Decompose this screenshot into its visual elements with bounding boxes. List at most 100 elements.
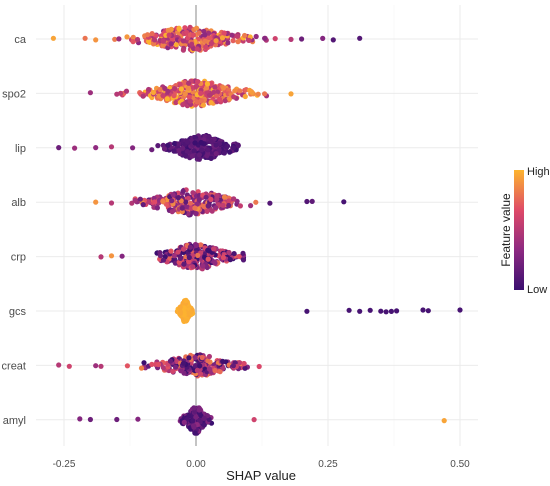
point-crp [186, 254, 192, 261]
point-gcs-outlier [346, 307, 352, 313]
point-spo2-outlier [288, 91, 294, 97]
point-lip [184, 139, 190, 145]
point-ca [229, 32, 235, 38]
point-lip [196, 152, 202, 158]
point-spo2 [173, 99, 179, 106]
point-amyl [192, 430, 198, 436]
point-ca [219, 35, 226, 41]
point-gcs [181, 305, 187, 311]
point-creat [206, 366, 212, 372]
point-spo2 [247, 87, 253, 93]
point-crp [157, 253, 164, 259]
point-ca [208, 40, 214, 47]
point-ca [168, 41, 174, 47]
point-ca [112, 36, 118, 42]
point-crp [168, 248, 174, 254]
point-lip [161, 146, 168, 152]
point-alb [185, 195, 191, 201]
point-alb [193, 211, 199, 217]
point-ca [194, 25, 200, 31]
point-alb [204, 208, 210, 214]
point-creat [141, 360, 147, 366]
point-ca [242, 32, 248, 39]
point-creat [173, 364, 179, 370]
x-axis-ticks: -0.25 0.00 0.25 0.50 [53, 459, 471, 470]
point-crp [205, 247, 211, 253]
point-gcs [188, 309, 194, 315]
legend-low-label: Low [527, 284, 547, 296]
point-spo2 [187, 98, 193, 104]
point-spo2 [180, 102, 186, 108]
point-lip [221, 150, 227, 156]
point-spo2 [164, 96, 170, 102]
point-spo2 [237, 88, 243, 94]
y-axis-labels: ca spo2 lip alb crp gcs creat amyl [2, 34, 27, 427]
y-label-amyl: amyl [3, 415, 26, 427]
point-lip [216, 147, 222, 153]
point-alb [208, 196, 214, 202]
point-ca-outlier [357, 35, 363, 41]
point-gcs-outlier [425, 308, 431, 314]
point-amyl [191, 405, 197, 411]
point-lip [191, 148, 197, 154]
point-creat [197, 371, 204, 377]
point-gcs [177, 304, 183, 310]
point-alb-outlier [341, 199, 347, 205]
point-alb [179, 205, 185, 211]
point-ca [184, 29, 190, 36]
point-spo2 [213, 93, 220, 99]
point-creat [167, 358, 173, 364]
point-amyl [181, 419, 187, 425]
y-label-ca: ca [14, 34, 27, 46]
point-alb [183, 199, 189, 205]
point-alb-outlier [309, 198, 315, 204]
point-alb [221, 194, 228, 200]
point-spo2 [242, 93, 248, 100]
point-ca-outlier [93, 37, 99, 43]
point-crp [195, 252, 201, 258]
point-ca [230, 38, 236, 44]
point-spo2-outlier [87, 90, 93, 96]
point-creat [197, 363, 203, 369]
point-spo2-outlier [262, 91, 268, 97]
point-creat [160, 365, 166, 371]
point-gcs-outlier [383, 309, 389, 315]
point-amyl [201, 422, 207, 428]
point-lip [235, 143, 241, 149]
point-alb [152, 199, 158, 205]
point-ca [196, 30, 202, 36]
point-amyl-outlier [114, 416, 120, 423]
point-ca-outlier [272, 36, 278, 42]
point-crp [240, 257, 247, 263]
point-crp [220, 254, 226, 261]
point-lip [176, 141, 182, 147]
point-gcs-outlier [304, 308, 310, 314]
point-ca [189, 41, 195, 48]
point-creat [138, 365, 145, 371]
point-creat [236, 360, 243, 366]
point-crp [186, 259, 192, 265]
point-spo2 [156, 93, 162, 99]
point-lip [165, 142, 171, 148]
point-creat [155, 361, 162, 368]
point-gcs [183, 318, 189, 324]
point-lip [206, 134, 212, 140]
point-ca [165, 27, 171, 33]
point-alb [187, 200, 194, 206]
legend: Feature value High Low [499, 166, 550, 296]
point-gcs-outlier [378, 308, 384, 314]
point-crp [200, 263, 206, 269]
point-crp-outlier [98, 254, 104, 260]
point-alb [214, 193, 220, 199]
point-crp [181, 261, 187, 267]
point-spo2 [207, 92, 213, 98]
y-label-alb: alb [11, 197, 26, 209]
point-creat [256, 363, 262, 370]
point-spo2 [177, 81, 183, 87]
point-creat-outlier [56, 362, 62, 368]
point-crp [212, 260, 218, 266]
point-creat [241, 361, 247, 367]
point-ca [180, 47, 186, 53]
point-ca [202, 32, 208, 38]
point-amyl [193, 414, 199, 420]
